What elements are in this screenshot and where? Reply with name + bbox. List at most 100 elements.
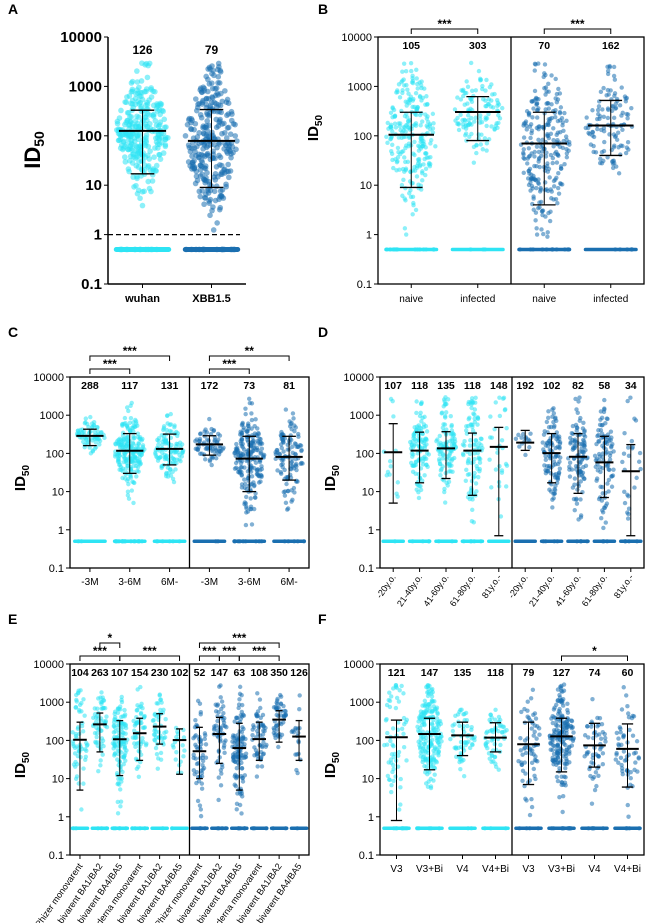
median-label: 58 [599, 380, 611, 392]
data-point [397, 807, 402, 812]
data-point [239, 693, 244, 698]
data-point [550, 743, 556, 748]
data-point [133, 123, 140, 129]
data-point [99, 741, 104, 746]
data-point [385, 140, 390, 146]
data-point [402, 113, 408, 119]
data-point [484, 103, 489, 109]
data-point [616, 171, 622, 176]
y-tick-label: 1 [366, 230, 372, 242]
data-point [218, 695, 223, 700]
data-point [460, 118, 465, 123]
data-point [122, 707, 127, 713]
data-point [164, 470, 169, 476]
data-point [461, 726, 466, 732]
data-point [585, 724, 590, 729]
data-point [215, 102, 222, 108]
data-point [551, 491, 556, 497]
data-point [203, 742, 209, 747]
data-point [572, 476, 578, 481]
data-point [561, 737, 567, 742]
data-point [455, 115, 460, 121]
data-point [434, 716, 440, 721]
y-axis-label-main: ID [305, 126, 322, 141]
data-point [199, 781, 205, 786]
data-point [153, 745, 159, 751]
y-axis-label: ID50 [322, 752, 342, 779]
data-point [491, 105, 496, 110]
data-point [531, 207, 536, 212]
median-label: 82 [572, 380, 584, 392]
data-point [134, 113, 140, 120]
data-point [599, 161, 605, 166]
data-point [440, 456, 445, 461]
data-point [232, 133, 239, 139]
data-point [449, 424, 454, 429]
data-point [257, 468, 263, 473]
y-axis-label: ID50 [12, 465, 32, 492]
y-tick-label: 10000 [341, 32, 372, 44]
data-point [419, 419, 424, 424]
data-point [410, 80, 416, 86]
data-point [399, 149, 404, 155]
data-point [422, 698, 428, 704]
data-point [595, 724, 600, 729]
data-point [237, 697, 242, 702]
data-point [545, 133, 551, 139]
data-point [412, 430, 418, 435]
data-point [489, 485, 494, 490]
data-point [288, 475, 294, 480]
data-point [448, 413, 453, 419]
data-point [432, 751, 437, 756]
data-point [592, 729, 598, 735]
data-point [428, 785, 434, 791]
data-point [532, 729, 537, 735]
data-point [576, 399, 581, 404]
data-point [420, 703, 425, 708]
data-point [471, 160, 477, 165]
data-point [531, 106, 536, 111]
data-point [584, 115, 589, 120]
data-point [591, 143, 596, 149]
data-point [138, 78, 145, 84]
data-point [496, 120, 501, 126]
data-point [402, 196, 407, 201]
data-point [603, 520, 608, 525]
data-point [261, 453, 266, 458]
data-point [135, 423, 140, 428]
data-point [162, 735, 168, 740]
data-point [246, 483, 251, 489]
data-point [395, 145, 401, 151]
data-point [599, 516, 604, 521]
data-point [387, 459, 393, 464]
data-point [400, 88, 405, 93]
data-point [575, 487, 580, 492]
data-point [236, 705, 241, 711]
data-point [117, 782, 122, 787]
data-point [572, 437, 578, 442]
median-label: 107 [384, 380, 402, 392]
x-tick-label: V3 [522, 864, 535, 875]
data-point [249, 417, 255, 423]
data-point [222, 88, 228, 94]
data-point [497, 463, 502, 469]
data-point [564, 137, 569, 143]
data-point [469, 131, 474, 137]
data-point [520, 752, 525, 757]
data-point [581, 432, 587, 438]
data-point [245, 451, 250, 457]
data-point [136, 774, 142, 780]
data-point [252, 431, 258, 436]
data-point [567, 467, 572, 472]
data-point [122, 476, 128, 481]
data-point [504, 728, 509, 733]
data-point [216, 448, 222, 454]
data-point [237, 684, 243, 690]
data-point [275, 696, 280, 702]
data-point [460, 451, 466, 457]
data-point [120, 423, 125, 428]
data-point [297, 693, 302, 698]
data-point [76, 707, 82, 713]
data-point [401, 691, 406, 696]
data-point [473, 438, 478, 443]
